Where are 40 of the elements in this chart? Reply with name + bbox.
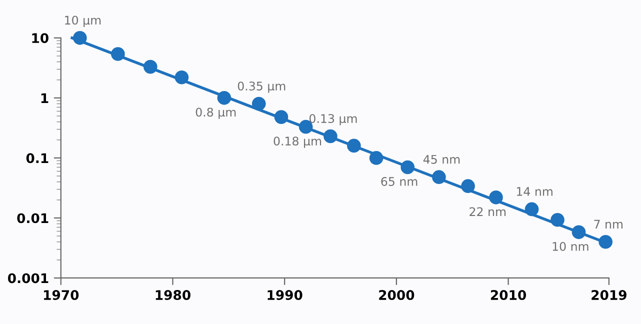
point — [73, 31, 87, 45]
y-tick-label: 0.1 — [26, 153, 48, 164]
annotation: 10 µm — [65, 16, 101, 27]
point — [274, 110, 288, 124]
point — [217, 91, 232, 105]
annotation: 10 nm — [552, 242, 588, 251]
point — [369, 151, 384, 165]
x-tick-label: 1970 — [44, 290, 79, 300]
annotation: 0.18 µm — [274, 136, 322, 148]
point — [598, 234, 612, 249]
point — [550, 212, 564, 227]
annotation: 45 nm — [423, 155, 460, 164]
y-tick-label: 1 — [41, 93, 48, 103]
annotation: 0.8 µm — [196, 108, 236, 119]
point — [143, 60, 158, 74]
x-tick-label: 2019 — [592, 290, 626, 300]
point — [252, 96, 266, 111]
point — [400, 160, 415, 174]
annotation: 0.35 µm — [238, 82, 286, 93]
point — [461, 179, 475, 193]
x-tick-label: 2000 — [379, 290, 414, 300]
point — [524, 202, 539, 216]
point — [324, 129, 338, 144]
y-tick-label: 10 — [32, 33, 48, 44]
x-tick-label: 2010 — [490, 290, 526, 300]
point — [347, 138, 361, 153]
annotation: 14 nm — [516, 187, 552, 196]
x-tick-label: 1990 — [268, 290, 302, 300]
annotation: 0.13 µm — [309, 114, 357, 126]
point — [489, 190, 503, 204]
y-tick-label: 0.001 — [8, 273, 48, 284]
x-tick-label: 1980 — [156, 290, 190, 300]
point — [174, 70, 189, 84]
annotation: 22 nm — [470, 207, 506, 216]
point — [572, 225, 586, 240]
annotation: 7 nm — [594, 220, 622, 228]
point — [432, 170, 446, 184]
annotation: 65 nm — [381, 177, 418, 186]
point — [111, 47, 125, 61]
y-tick-label: 0.01 — [17, 213, 48, 224]
